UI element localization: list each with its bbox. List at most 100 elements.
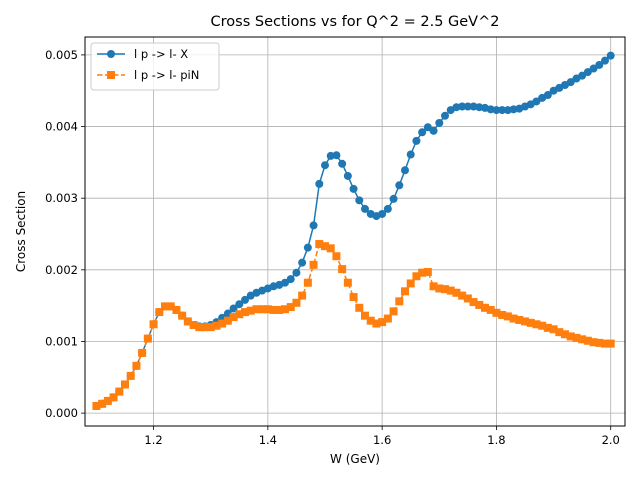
- data-point: [298, 291, 307, 300]
- data-point: [343, 278, 352, 287]
- data-point: [281, 278, 289, 287]
- data-point: [583, 68, 592, 77]
- data-point: [103, 396, 112, 405]
- data-point: [172, 305, 181, 314]
- data-point: [395, 297, 404, 306]
- data-point: [543, 323, 552, 332]
- data-point: [201, 323, 209, 332]
- data-point: [423, 123, 432, 132]
- axis-ticks: 1.2 1.4 1.6 1.8 2.0 0.000 0.001 0.002 0.003 0.004…: [45, 48, 620, 447]
- data-point: [349, 293, 358, 302]
- data-point: [315, 179, 324, 188]
- data-point: [98, 399, 107, 408]
- legend-marker: [107, 50, 115, 58]
- data-point: [309, 221, 318, 230]
- data-point: [155, 308, 164, 317]
- data-point: [246, 306, 255, 315]
- data-point: [389, 194, 398, 203]
- data-point: [143, 334, 152, 343]
- y-tick-label: 0.004: [45, 120, 78, 134]
- x-axis-label: W (GeV): [330, 452, 380, 466]
- data-point: [183, 317, 192, 326]
- data-point: [589, 338, 598, 347]
- data-point: [109, 393, 118, 402]
- y-tick-label: 0.005: [45, 48, 78, 62]
- data-point: [303, 243, 312, 252]
- plot-frame: [84, 36, 626, 427]
- data-point: [446, 286, 455, 295]
- data-point: [321, 242, 329, 251]
- y-tick-label: 0.001: [45, 334, 78, 348]
- data-point: [252, 305, 261, 314]
- data-point: [389, 307, 398, 316]
- data-point: [161, 302, 169, 311]
- data-point: [292, 268, 301, 277]
- legend-label: l p -> l- X: [134, 47, 188, 61]
- data-point: [429, 126, 438, 135]
- data-point: [538, 321, 547, 330]
- data-point: [286, 275, 295, 284]
- data-point: [503, 312, 512, 321]
- data-point: [338, 159, 347, 168]
- x-tick-label: 2.0: [602, 433, 620, 447]
- data-point: [132, 361, 141, 370]
- data-point: [269, 305, 278, 314]
- data-point: [423, 267, 432, 276]
- data-point: [412, 272, 421, 281]
- data-point: [498, 106, 507, 115]
- data-point: [195, 323, 204, 332]
- series-layer: [92, 51, 615, 410]
- data-point: [401, 287, 409, 296]
- data-point: [601, 56, 609, 65]
- data-point: [395, 181, 404, 190]
- data-point: [543, 91, 552, 100]
- data-point: [492, 308, 501, 317]
- data-point: [241, 295, 249, 304]
- data-point: [378, 318, 387, 327]
- legend: l p -> l- X l p -> l- piN: [90, 42, 220, 91]
- data-point: [481, 303, 489, 312]
- data-point: [406, 150, 415, 159]
- data-point: [606, 51, 615, 60]
- data-point: [303, 278, 312, 287]
- x-tick-label: 1.4: [259, 433, 277, 447]
- data-point: [378, 209, 387, 218]
- data-point: [509, 314, 518, 323]
- data-point: [212, 321, 221, 330]
- data-point: [418, 268, 427, 277]
- data-point: [463, 102, 472, 111]
- data-point: [326, 244, 335, 253]
- data-point: [606, 339, 615, 348]
- data-point: [492, 106, 501, 115]
- data-point: [92, 401, 101, 410]
- data-point: [281, 305, 289, 314]
- data-point: [241, 308, 249, 317]
- data-point: [595, 60, 604, 69]
- data-point: [601, 339, 609, 348]
- data-point: [338, 265, 347, 274]
- data-point: [458, 291, 467, 300]
- data-point: [555, 328, 564, 337]
- data-point: [126, 371, 135, 380]
- data-point: [566, 78, 575, 87]
- data-point: [121, 380, 129, 389]
- data-point: [309, 260, 318, 269]
- data-point: [475, 300, 484, 309]
- data-point: [138, 348, 147, 357]
- data-point: [206, 323, 215, 332]
- data-point: [355, 303, 364, 312]
- legend-marker: [107, 71, 115, 79]
- grid-lines: [85, 37, 625, 426]
- data-point: [572, 333, 581, 342]
- data-point: [435, 118, 444, 127]
- data-point: [595, 338, 604, 347]
- x-tick-label: 1.2: [144, 433, 162, 447]
- data-point: [292, 298, 301, 307]
- chart-title: Cross Sections vs for Q^2 = 2.5 GeV^2: [211, 14, 500, 30]
- data-point: [235, 310, 244, 319]
- data-point: [235, 300, 244, 309]
- data-point: [383, 204, 392, 213]
- data-point: [383, 314, 392, 323]
- data-point: [435, 284, 444, 293]
- data-point: [418, 128, 427, 137]
